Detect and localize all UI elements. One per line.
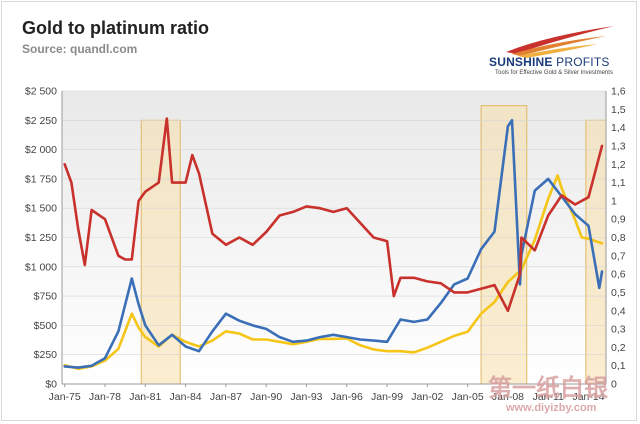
x-tick-label: Jan-90 bbox=[250, 391, 282, 403]
right-tick-label: 0,2 bbox=[611, 342, 626, 354]
right-tick-label: 0,3 bbox=[611, 324, 626, 336]
left-tick-label: $750 bbox=[34, 291, 58, 303]
left-tick-label: $1 000 bbox=[25, 261, 57, 273]
right-tick-label: 1,4 bbox=[611, 122, 626, 134]
right-tick-label: 0,7 bbox=[611, 250, 626, 262]
right-tick-label: 0,6 bbox=[611, 269, 626, 281]
left-tick-label: $250 bbox=[34, 349, 58, 361]
right-tick-label: 1,6 bbox=[611, 86, 626, 98]
left-tick-label: $2 500 bbox=[25, 86, 57, 98]
x-tick-label: Jan-96 bbox=[331, 391, 363, 403]
highlight-band-3 bbox=[585, 119, 607, 385]
x-tick-label: Jan-75 bbox=[49, 391, 81, 403]
sunshine-logo-icon bbox=[506, 26, 614, 58]
series-gold bbox=[63, 174, 604, 371]
x-tick-label: Jan-81 bbox=[129, 391, 161, 403]
logo-brand-second: PROFITS bbox=[556, 55, 610, 69]
x-tick-label: Jan-08 bbox=[492, 391, 524, 403]
right-tick-label: 0,1 bbox=[611, 360, 626, 372]
watermark-chinese: 第一纸白银 bbox=[488, 374, 608, 402]
logo-brand-main: SUNSHINE bbox=[489, 55, 553, 69]
x-tick-label: Jan-84 bbox=[170, 391, 202, 403]
right-tick-label: 1,3 bbox=[611, 140, 626, 152]
left-tick-label: $2 000 bbox=[25, 144, 57, 156]
right-tick-label: 0,8 bbox=[611, 232, 626, 244]
left-tick-label: $0 bbox=[45, 379, 57, 391]
x-tick-label: Jan-05 bbox=[452, 391, 484, 403]
right-tick-label: 0,5 bbox=[611, 287, 626, 299]
right-tick-label: 1 bbox=[611, 195, 617, 207]
right-tick-label: 0,9 bbox=[611, 214, 626, 226]
left-tick-label: $1 250 bbox=[25, 232, 57, 244]
left-axis: $0 $250 $500 $750 $1 000 $1 250 $1 500 $1 750 $2… bbox=[25, 86, 57, 391]
left-tick-label: $1 500 bbox=[25, 203, 57, 215]
x-tick-label: Jan-93 bbox=[290, 391, 322, 403]
right-tick-label: 1,5 bbox=[611, 104, 626, 116]
right-tick-label: 1,1 bbox=[611, 177, 626, 189]
x-tick-label: Jan-87 bbox=[210, 391, 242, 403]
x-tick-label: Jan-11 bbox=[533, 391, 564, 403]
chart-source: Source: quandl.com bbox=[22, 42, 138, 56]
left-tick-label: $1 750 bbox=[25, 173, 57, 185]
chart-title: Gold to platinum ratio bbox=[22, 18, 209, 38]
x-tick-label: Jan-14 bbox=[572, 391, 604, 403]
watermark-url: www.diyizby.com bbox=[506, 402, 597, 414]
x-tick-label: Jan-99 bbox=[371, 391, 403, 403]
right-tick-label: 0,4 bbox=[611, 305, 626, 317]
x-axis: Jan-75 Jan-78 Jan-81 Jan-84 Jan-87 Jan-90 Jan-… bbox=[49, 384, 605, 403]
right-tick-label: 0 bbox=[611, 379, 617, 391]
x-tick-label: Jan-02 bbox=[411, 391, 443, 403]
logo-tagline: Tools for Effective Gold & Silver Invest… bbox=[495, 70, 613, 76]
left-tick-label: $2 250 bbox=[25, 115, 57, 127]
logo-brand: SUNSHINE PROFITS bbox=[489, 55, 610, 69]
right-axis: 0 0,1 0,2 0,3 0,4 0,5 0,6 0,7 0,8 0,9 1 1,1 1,2 1,3 1,… bbox=[611, 86, 626, 391]
x-tick-label: Jan-78 bbox=[89, 391, 121, 403]
series-lines bbox=[63, 117, 604, 371]
series-gold-to-platinum-ratio bbox=[63, 117, 604, 313]
right-tick-label: 1,2 bbox=[611, 159, 626, 171]
left-tick-label: $500 bbox=[34, 320, 58, 332]
